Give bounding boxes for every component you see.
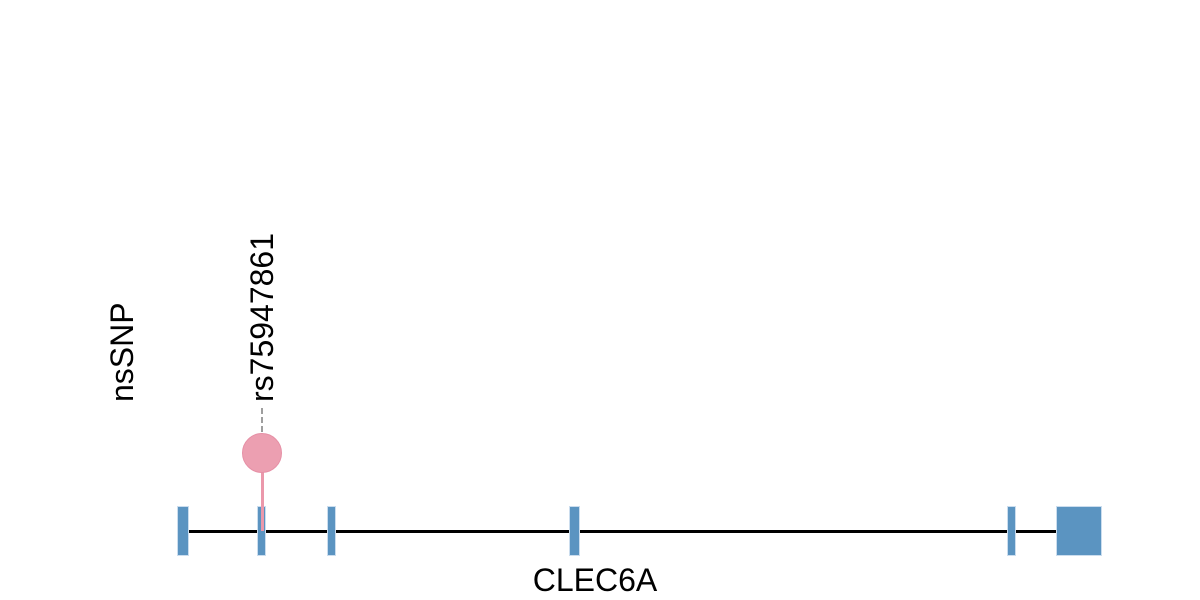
track-label: nsSNP: [104, 302, 140, 402]
exon-rect: [258, 507, 265, 555]
lollipop-stem: [260, 471, 264, 531]
exon-rect: [1008, 507, 1015, 555]
gene-label: CLEC6A: [532, 562, 658, 598]
exon-rect: [178, 507, 188, 555]
exon-rect: [570, 507, 579, 555]
snp-label: rs75947861: [244, 232, 280, 402]
gene-body-line: [188, 529, 1057, 533]
exon-rect: [1057, 507, 1101, 555]
lollipop-circle: [242, 433, 282, 473]
lollipop-connector-dashed: [261, 408, 263, 432]
exon-rect: [328, 507, 335, 555]
